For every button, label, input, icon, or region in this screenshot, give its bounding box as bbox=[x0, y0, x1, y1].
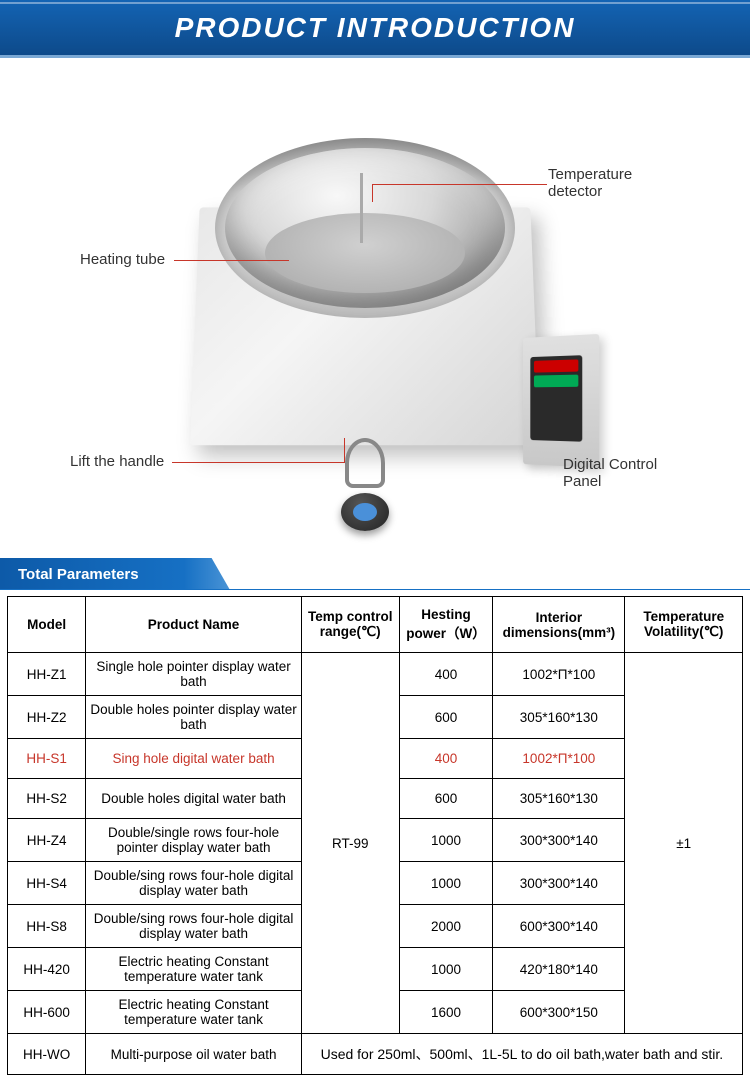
cell-volatility: ±1 bbox=[625, 653, 743, 1034]
cell-name: Double/sing rows four-hole digital displ… bbox=[86, 905, 301, 948]
callout-control-panel: Digital Control Panel bbox=[563, 456, 657, 490]
table-row-last: HH-WO Multi-purpose oil water bath Used … bbox=[8, 1034, 743, 1075]
cell-name: Double/sing rows four-hole digital displ… bbox=[86, 862, 301, 905]
section-tab: Total Parameters bbox=[0, 558, 230, 590]
cell-model: HH-Z4 bbox=[8, 819, 86, 862]
cell-model: HH-S2 bbox=[8, 779, 86, 819]
callout-line-2 bbox=[174, 260, 289, 261]
cell-power: 1600 bbox=[399, 991, 493, 1034]
cell-power: 600 bbox=[399, 779, 493, 819]
panel-display-red bbox=[534, 359, 578, 372]
temperature-probe bbox=[360, 173, 363, 243]
cell-dim: 300*300*140 bbox=[493, 819, 625, 862]
callout-line-1b bbox=[372, 184, 373, 202]
header-banner: PRODUCT INTRODUCTION bbox=[0, 0, 750, 58]
digital-control-panel bbox=[523, 334, 599, 468]
cell-model: HH-S1 bbox=[8, 739, 86, 779]
cell-dim: 305*160*130 bbox=[493, 696, 625, 739]
cell-name: Double holes pointer display water bath bbox=[86, 696, 301, 739]
cell-name: Electric heating Constant temperature wa… bbox=[86, 991, 301, 1034]
cell-power: 1000 bbox=[399, 948, 493, 991]
product-illustration: Temperature detector Heating tube Lift t… bbox=[0, 58, 750, 556]
cell-model: HH-S4 bbox=[8, 862, 86, 905]
callout-line-3 bbox=[172, 462, 344, 463]
section-header: Total Parameters bbox=[0, 558, 750, 590]
page-title: PRODUCT INTRODUCTION bbox=[175, 12, 576, 44]
cell-power: 400 bbox=[399, 739, 493, 779]
cell-model: HH-Z2 bbox=[8, 696, 86, 739]
table-header-row: Model Product Name Temp control range(℃)… bbox=[8, 597, 743, 653]
callout-line-1 bbox=[372, 184, 547, 185]
cell-name: Single hole pointer display water bath bbox=[86, 653, 301, 696]
cell-temp-range: RT-99 bbox=[301, 653, 399, 1034]
table-row: HH-Z1Single hole pointer display water b… bbox=[8, 653, 743, 696]
cell-power: 1000 bbox=[399, 819, 493, 862]
device-drawing bbox=[195, 123, 555, 483]
cell-name: Electric heating Constant temperature wa… bbox=[86, 948, 301, 991]
parameters-table: Model Product Name Temp control range(℃)… bbox=[7, 596, 743, 1075]
cell-dim: 1002*Π*100 bbox=[493, 739, 625, 779]
col-power: Hesting power（W） bbox=[399, 597, 493, 653]
cell-power: 1000 bbox=[399, 862, 493, 905]
cell-merged-desc: Used for 250ml、500ml、1L-5L to do oil bat… bbox=[301, 1034, 742, 1075]
cell-name: Double holes digital water bath bbox=[86, 779, 301, 819]
col-temp: Temp control range(℃) bbox=[301, 597, 399, 653]
bowl-floor bbox=[265, 213, 465, 293]
cell-dim: 420*180*140 bbox=[493, 948, 625, 991]
knob bbox=[341, 493, 389, 531]
cell-name: Double/single rows four-hole pointer dis… bbox=[86, 819, 301, 862]
cell-dim: 600*300*140 bbox=[493, 905, 625, 948]
col-vol: Temperature Volatility(℃) bbox=[625, 597, 743, 653]
panel-inner bbox=[530, 355, 582, 442]
cell-dim: 305*160*130 bbox=[493, 779, 625, 819]
cell-model: HH-S8 bbox=[8, 905, 86, 948]
cell-power: 2000 bbox=[399, 905, 493, 948]
col-model: Model bbox=[8, 597, 86, 653]
section-underline bbox=[0, 589, 750, 590]
cell-power: 400 bbox=[399, 653, 493, 696]
callout-heating-tube: Heating tube bbox=[80, 251, 165, 268]
cell-dim: 300*300*140 bbox=[493, 862, 625, 905]
cell-dim: 600*300*150 bbox=[493, 991, 625, 1034]
cell-model: HH-420 bbox=[8, 948, 86, 991]
cell-model: HH-600 bbox=[8, 991, 86, 1034]
cell-model: HH-WO bbox=[8, 1034, 86, 1075]
cell-name: Sing hole digital water bath bbox=[86, 739, 301, 779]
lift-handle bbox=[345, 438, 385, 498]
cell-model: HH-Z1 bbox=[8, 653, 86, 696]
cell-power: 600 bbox=[399, 696, 493, 739]
cell-name: Multi-purpose oil water bath bbox=[86, 1034, 301, 1075]
panel-display-green bbox=[534, 375, 578, 388]
col-dim: Interior dimensions(mm³) bbox=[493, 597, 625, 653]
callout-temp-detector: Temperature detector bbox=[548, 166, 632, 200]
callout-line-3b bbox=[344, 438, 345, 463]
callout-lift-handle: Lift the handle bbox=[70, 453, 164, 470]
cell-dim: 1002*Π*100 bbox=[493, 653, 625, 696]
col-name: Product Name bbox=[86, 597, 301, 653]
